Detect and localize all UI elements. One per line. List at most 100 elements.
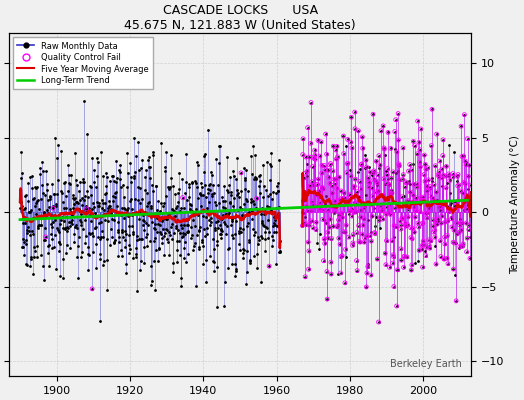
Point bbox=[360, 239, 368, 245]
Point bbox=[430, 227, 439, 234]
Point bbox=[363, 270, 371, 276]
Point bbox=[423, 214, 431, 221]
Point bbox=[435, 169, 443, 175]
Point bbox=[347, 114, 356, 120]
Point bbox=[384, 129, 392, 136]
Point bbox=[378, 192, 386, 199]
Point bbox=[323, 268, 331, 275]
Point bbox=[407, 234, 415, 241]
Point bbox=[444, 171, 453, 177]
Point bbox=[403, 222, 412, 228]
Point bbox=[411, 200, 420, 206]
Point bbox=[412, 181, 421, 187]
Point bbox=[418, 242, 427, 248]
Point bbox=[372, 189, 380, 195]
Point bbox=[427, 201, 435, 207]
Point bbox=[429, 229, 438, 235]
Point bbox=[308, 178, 316, 185]
Point bbox=[436, 238, 444, 244]
Point bbox=[314, 137, 322, 144]
Point bbox=[324, 174, 333, 180]
Point bbox=[345, 192, 354, 198]
Point bbox=[454, 171, 462, 178]
Point bbox=[456, 188, 465, 194]
Point bbox=[409, 192, 417, 198]
Point bbox=[337, 210, 346, 216]
Point bbox=[344, 234, 353, 240]
Point bbox=[386, 201, 394, 208]
Point bbox=[330, 176, 338, 182]
Point bbox=[421, 252, 430, 259]
Point bbox=[364, 263, 372, 270]
Point bbox=[442, 163, 451, 170]
Point bbox=[419, 238, 428, 244]
Point bbox=[379, 123, 387, 129]
Point bbox=[339, 133, 347, 139]
Point bbox=[403, 198, 411, 205]
Point bbox=[299, 136, 307, 142]
Point bbox=[358, 231, 366, 237]
Point bbox=[330, 209, 339, 215]
Point bbox=[444, 260, 452, 267]
Point bbox=[253, 195, 261, 202]
Point bbox=[449, 174, 457, 180]
Point bbox=[401, 179, 410, 185]
Point bbox=[332, 147, 340, 153]
Point bbox=[339, 202, 347, 208]
Point bbox=[338, 252, 346, 259]
Point bbox=[348, 206, 356, 213]
Point bbox=[416, 159, 424, 165]
Point bbox=[303, 124, 312, 131]
Point bbox=[423, 188, 432, 194]
Point bbox=[361, 202, 369, 209]
Point bbox=[439, 152, 447, 159]
Point bbox=[410, 142, 419, 149]
Point bbox=[323, 206, 332, 213]
Point bbox=[366, 232, 374, 239]
Point bbox=[82, 206, 91, 212]
Point bbox=[265, 263, 274, 269]
Point bbox=[308, 198, 316, 205]
Point bbox=[429, 195, 437, 202]
Point bbox=[395, 161, 403, 167]
Point bbox=[310, 154, 318, 160]
Point bbox=[310, 155, 318, 162]
Point bbox=[397, 222, 406, 228]
Point bbox=[354, 128, 363, 134]
Point bbox=[395, 162, 403, 169]
Point bbox=[445, 208, 453, 215]
Point bbox=[434, 171, 442, 178]
Point bbox=[390, 222, 398, 229]
Point bbox=[413, 150, 422, 157]
Y-axis label: Temperature Anomaly (°C): Temperature Anomaly (°C) bbox=[510, 135, 520, 274]
Point bbox=[455, 229, 463, 236]
Point bbox=[309, 224, 318, 231]
Point bbox=[386, 211, 395, 218]
Point bbox=[458, 190, 467, 196]
Point bbox=[435, 204, 444, 210]
Point bbox=[340, 150, 348, 157]
Point bbox=[391, 116, 400, 123]
Point bbox=[319, 186, 328, 192]
Point bbox=[392, 303, 401, 309]
Point bbox=[430, 198, 438, 204]
Point bbox=[366, 169, 375, 175]
Point bbox=[420, 152, 429, 158]
Point bbox=[368, 185, 376, 191]
Point bbox=[330, 204, 338, 211]
Point bbox=[413, 118, 422, 124]
Point bbox=[389, 253, 398, 260]
Point bbox=[350, 209, 358, 216]
Point bbox=[332, 156, 341, 162]
Point bbox=[307, 140, 315, 147]
Point bbox=[438, 213, 446, 219]
Point bbox=[450, 227, 458, 233]
Point bbox=[374, 201, 382, 208]
Point bbox=[440, 256, 449, 262]
Point bbox=[427, 193, 435, 199]
Point bbox=[374, 319, 383, 325]
Point bbox=[426, 185, 434, 192]
Point bbox=[417, 197, 425, 204]
Point bbox=[331, 180, 340, 187]
Point bbox=[410, 229, 419, 235]
